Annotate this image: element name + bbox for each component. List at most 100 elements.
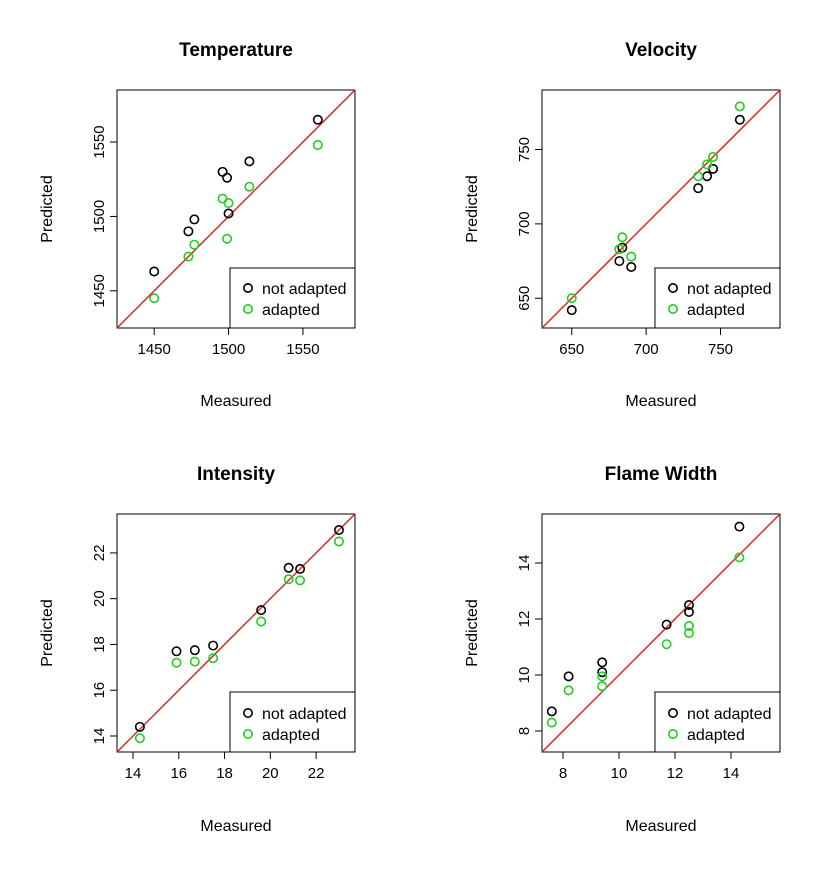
legend-box <box>654 267 781 329</box>
point-adapted <box>734 552 745 563</box>
y-axis-label: Predicted <box>464 599 481 667</box>
x-tick-label: 14 <box>125 765 142 782</box>
x-axis-label: Measured <box>200 818 271 835</box>
y-tick-label: 18 <box>91 636 108 653</box>
identity-line <box>116 89 356 329</box>
point-adapted <box>295 575 306 586</box>
point-adapted <box>617 232 628 243</box>
legend: not adapted adapted <box>229 267 356 329</box>
point-not-adapted <box>149 266 160 277</box>
y-tick-label: 20 <box>91 590 108 607</box>
point-not-adapted <box>134 721 145 732</box>
legend-marker-not-adapted <box>243 707 254 718</box>
point-not-adapted <box>546 706 557 717</box>
point-adapted <box>223 198 234 209</box>
point-not-adapted <box>312 114 323 125</box>
y-axis-label: Predicted <box>39 599 56 667</box>
point-adapted <box>614 244 625 255</box>
x-tick-label: 1450 <box>138 341 171 358</box>
x-tick-label: 22 <box>308 765 325 782</box>
point-adapted <box>566 293 577 304</box>
legend-marker-adapted <box>667 728 678 739</box>
x-tick-label: 650 <box>559 341 584 358</box>
point-adapted <box>283 574 294 585</box>
legend-box <box>229 691 356 753</box>
x-tick-label: 14 <box>723 765 740 782</box>
y-tick-label: 650 <box>516 286 533 311</box>
point-adapted <box>734 101 745 112</box>
point-not-adapted <box>208 640 219 651</box>
point-adapted <box>222 233 233 244</box>
point-not-adapted <box>222 172 233 183</box>
y-tick-label: 14 <box>91 728 108 745</box>
point-not-adapted <box>614 256 625 267</box>
point-not-adapted <box>563 671 574 682</box>
y-tick-label: 12 <box>516 611 533 628</box>
y-tick-label: 14 <box>516 555 533 572</box>
point-adapted <box>256 616 267 627</box>
legend-label-not-adapted: not adapted <box>262 706 347 723</box>
point-adapted <box>563 685 574 696</box>
legend-marker-adapted <box>667 303 678 314</box>
point-not-adapted <box>189 214 200 225</box>
point-adapted <box>597 681 608 692</box>
point-adapted <box>189 239 200 250</box>
legend-label-not-adapted: not adapted <box>687 281 772 298</box>
point-not-adapted <box>256 605 267 616</box>
point-adapted <box>312 140 323 151</box>
panel-flame-width: Flame Width Measured Predicted 8 10 12 14 8 1… <box>464 464 781 835</box>
point-adapted <box>683 620 694 631</box>
panel-title: Velocity <box>625 40 697 61</box>
x-tick-label: 1550 <box>286 341 319 358</box>
identity-line <box>116 513 356 753</box>
point-not-adapted <box>683 606 694 617</box>
point-not-adapted <box>661 619 672 630</box>
point-not-adapted <box>708 163 719 174</box>
point-not-adapted <box>171 646 182 657</box>
y-tick-label: 22 <box>91 545 108 562</box>
point-not-adapted <box>693 183 704 194</box>
x-tick-label: 12 <box>667 765 684 782</box>
y-tick-label: 16 <box>91 682 108 699</box>
y-axis-label: Predicted <box>464 175 481 243</box>
point-not-adapted <box>597 657 608 668</box>
point-adapted <box>333 536 344 547</box>
panel-title: Flame Width <box>605 464 718 485</box>
point-not-adapted <box>217 166 228 177</box>
y-tick-label: 700 <box>516 211 533 236</box>
legend: not adapted adapted <box>654 267 781 329</box>
point-not-adapted <box>566 305 577 316</box>
point-not-adapted <box>223 208 234 219</box>
point-adapted <box>189 656 200 667</box>
legend-label-adapted: adapted <box>687 727 745 744</box>
x-tick-label: 18 <box>216 765 233 782</box>
x-tick-label: 1500 <box>212 341 245 358</box>
point-adapted <box>217 193 228 204</box>
point-not-adapted <box>683 599 694 610</box>
legend-box <box>654 691 781 753</box>
point-not-adapted <box>333 525 344 536</box>
identity-line <box>541 89 781 329</box>
point-not-adapted <box>734 114 745 125</box>
x-axis-label: Measured <box>200 393 271 410</box>
point-not-adapted <box>189 645 200 656</box>
panel-title: Intensity <box>197 464 276 485</box>
panel-temperature: Temperature Measured Predicted 1450 1500 1… <box>39 40 356 410</box>
x-tick-label: 700 <box>634 341 659 358</box>
point-not-adapted <box>244 156 255 167</box>
x-tick-label: 750 <box>708 341 733 358</box>
point-adapted <box>626 251 637 262</box>
panel-intensity: Intensity Measured Predicted 14 16 18 20 22 1… <box>39 464 356 835</box>
legend-marker-adapted <box>243 728 254 739</box>
plot-area: 1450 1500 1550 1450 1500 1550 <box>91 89 356 358</box>
point-not-adapted <box>295 563 306 574</box>
x-tick-label: 10 <box>611 765 628 782</box>
plot-area: 8 10 12 14 8 10 12 14 <box>516 513 781 782</box>
x-tick-label: 8 <box>559 765 567 782</box>
y-tick-label: 1500 <box>91 200 108 233</box>
y-tick-label: 750 <box>516 137 533 162</box>
x-axis-label: Measured <box>625 393 696 410</box>
y-axis-label: Predicted <box>39 175 56 243</box>
legend-label-adapted: adapted <box>687 302 745 319</box>
legend-label-not-adapted: not adapted <box>687 706 772 723</box>
